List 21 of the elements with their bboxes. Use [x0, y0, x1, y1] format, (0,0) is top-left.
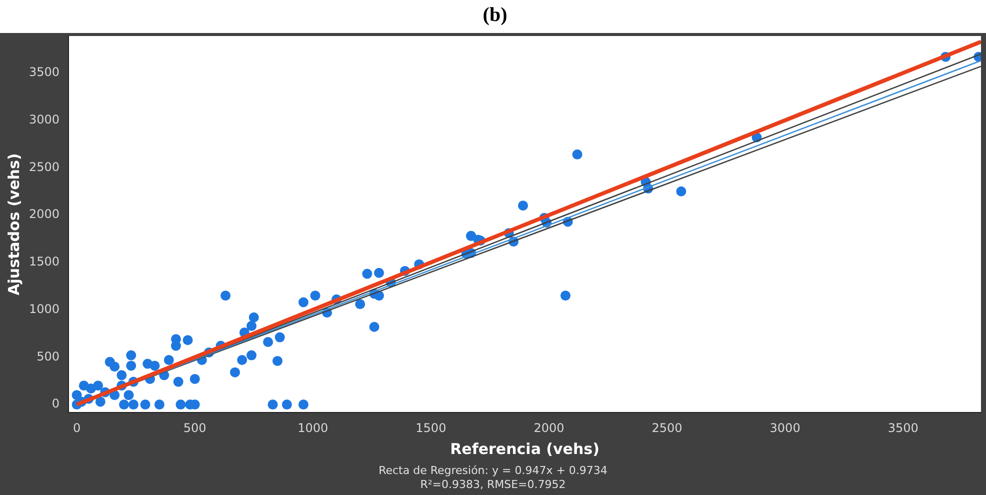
x-tick-label: 1000 [298, 420, 328, 435]
y-tick-label: 0 [52, 396, 60, 411]
y-tick-label: 1500 [28, 254, 60, 269]
x-tick-label: 2000 [534, 420, 564, 435]
y-tick-label: 2500 [28, 160, 60, 174]
text: R²=0.9383, RMSE=0.7952 [419, 478, 567, 492]
y-tick-label: 2000 [28, 207, 60, 222]
x-tick-label: 2500 [652, 420, 682, 435]
x-tick-label: 500 [183, 420, 206, 435]
y-axis-title: Ajustados (vehs) [4, 153, 23, 296]
x-axis-title: Referencia (vehs) [450, 440, 600, 458]
x-tick-label: 0 [72, 420, 81, 435]
y-tick-label: 3500 [28, 65, 60, 80]
x-tick-label: 3500 [888, 420, 918, 435]
y-tick-label: 500 [36, 349, 60, 364]
x-tick-label: 1500 [416, 420, 446, 435]
text: Recta de Regresión: y = 0.947x + 0.9734 [378, 464, 608, 478]
y-tick-label: 3000 [28, 112, 60, 126]
chart-title: (b) [482, 4, 508, 26]
x-tick-label: 3000 [770, 420, 800, 435]
y-tick-label: 1000 [28, 302, 60, 316]
